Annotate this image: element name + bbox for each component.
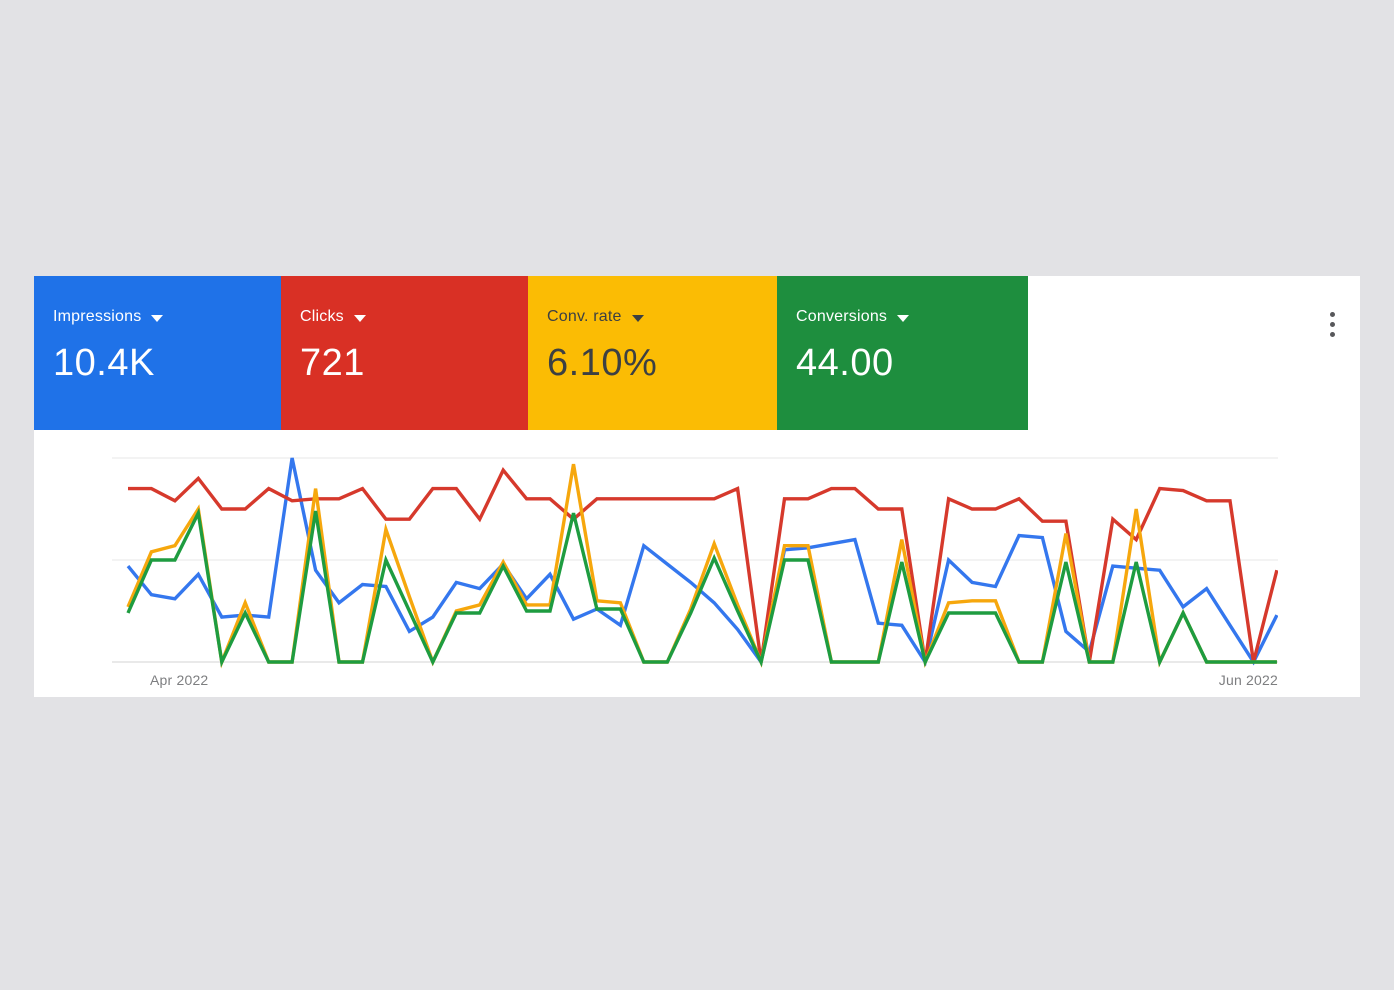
x-axis-end-label: Jun 2022	[1218, 672, 1278, 688]
metric-card-impressions[interactable]: Impressions 10.4K	[34, 276, 281, 430]
kebab-dot	[1329, 311, 1335, 317]
dropdown-caret-icon	[151, 314, 164, 322]
metric-label: Conversions	[796, 308, 888, 325]
metric-cards-row: Impressions 10.4K Clicks 721 Conv. rate …	[34, 276, 1028, 430]
metric-value: 10.4K	[53, 342, 155, 384]
performance-panel: Impressions 10.4K Clicks 721 Conv. rate …	[34, 276, 1360, 697]
metric-card-clicks[interactable]: Clicks 721	[281, 276, 528, 430]
dropdown-caret-icon	[631, 314, 644, 322]
metric-label: Impressions	[53, 308, 142, 325]
conversions-line	[126, 507, 1277, 668]
metric-value: 6.10%	[547, 342, 658, 384]
metric-card-header[interactable]: Conv. rate	[547, 307, 777, 327]
metric-card-header[interactable]: Conversions	[796, 307, 1028, 327]
kebab-menu-icon[interactable]	[1319, 300, 1345, 348]
metric-card-header[interactable]: Clicks	[300, 307, 528, 327]
metric-value: 721	[300, 342, 365, 384]
x-axis-start-label: Apr 2022	[150, 672, 209, 688]
metric-card-header[interactable]: Impressions	[53, 307, 281, 327]
metric-card-conversions[interactable]: Conversions 44.00	[777, 276, 1028, 430]
chart-canvas[interactable]	[112, 456, 1278, 686]
clicks-line	[128, 467, 1278, 663]
dropdown-caret-icon	[353, 314, 366, 322]
performance-line-chart[interactable]: Apr 2022 Jun 2022	[112, 456, 1278, 697]
metric-label: Clicks	[300, 308, 344, 325]
kebab-dot	[1329, 321, 1335, 327]
metric-card-conv-rate[interactable]: Conv. rate 6.10%	[528, 276, 777, 430]
metric-value: 44.00	[796, 342, 894, 384]
metric-label: Conv. rate	[547, 308, 622, 325]
kebab-dot	[1329, 331, 1335, 337]
dropdown-caret-icon	[897, 314, 910, 322]
